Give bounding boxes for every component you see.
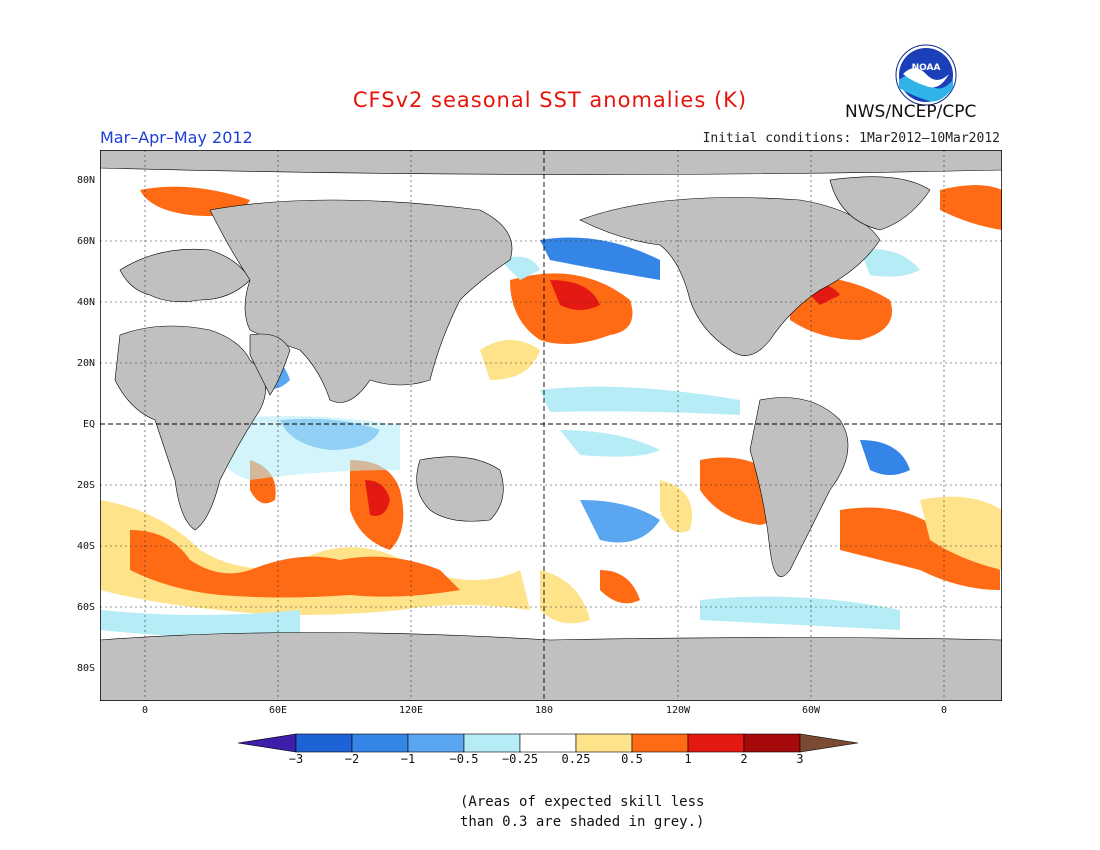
colorbar-swatch	[519, 733, 577, 753]
lon-label: 120E	[398, 705, 424, 716]
colorbar-tick-label: −0.25	[501, 752, 539, 766]
graticule	[100, 150, 1002, 701]
colorbar-tick-label: −1	[400, 752, 416, 766]
lat-label: 60S	[76, 602, 95, 613]
colorbar-tick-label: −0.5	[449, 752, 479, 766]
colorbar-arrow-low	[238, 733, 297, 753]
skill-note: (Areas of expected skill less than 0.3 a…	[460, 792, 740, 832]
colorbar-swatch	[743, 733, 801, 753]
initial-conditions-label: Initial conditions: 1Mar2012–10Mar2012	[702, 131, 1000, 146]
colorbar-tick-label: 2	[740, 752, 748, 766]
colorbar-tick-label: 1	[684, 752, 692, 766]
sst-anomaly-map	[100, 150, 1002, 701]
lat-label: 40S	[76, 541, 95, 552]
map-title: CFSv2 seasonal SST anomalies (K)	[352, 88, 748, 112]
colorbar-swatch	[575, 733, 633, 753]
lon-label: 60E	[268, 705, 288, 716]
colorbar	[238, 733, 859, 753]
land-masses	[100, 150, 1002, 701]
lat-label: 80N	[76, 175, 95, 186]
colorbar-tick-label: 0.25	[561, 752, 591, 766]
colorbar-tick-label: 0.5	[621, 752, 643, 766]
colorbar-arrow-high	[799, 733, 859, 753]
noaa-logo: NOAA	[895, 44, 957, 106]
skill-note-line-1: (Areas of expected skill less	[460, 794, 705, 810]
colorbar-tick-label: −3	[288, 752, 304, 766]
skill-note-line-2: than 0.3 are shaded in grey.)	[460, 814, 705, 830]
lat-label: 20S	[76, 480, 95, 491]
lat-label: EQ	[82, 419, 95, 430]
lat-label: 20N	[76, 358, 95, 369]
colorbar-tick-label: 3	[796, 752, 804, 766]
colorbar-swatch	[351, 733, 409, 753]
lon-label: 180	[534, 705, 554, 716]
lon-label: 60W	[801, 705, 821, 716]
lon-label: 0	[940, 705, 948, 716]
colorbar-swatch	[463, 733, 521, 753]
anomaly-shading	[100, 185, 1002, 640]
lat-label: 80S	[76, 663, 95, 674]
colorbar-swatch	[631, 733, 689, 753]
colorbar-swatch	[295, 733, 353, 753]
lat-label: 40N	[76, 297, 95, 308]
agency-label: NWS/NCEP/CPC	[845, 102, 977, 122]
lon-label: 0	[141, 705, 149, 716]
colorbar-tick-label: −2	[344, 752, 360, 766]
lon-label: 120W	[665, 705, 691, 716]
lat-label: 60N	[76, 236, 95, 247]
colorbar-swatch	[687, 733, 745, 753]
noaa-logo-text: NOAA	[912, 63, 941, 73]
season-label: Mar–Apr–May 2012	[100, 128, 253, 147]
colorbar-swatch	[407, 733, 465, 753]
